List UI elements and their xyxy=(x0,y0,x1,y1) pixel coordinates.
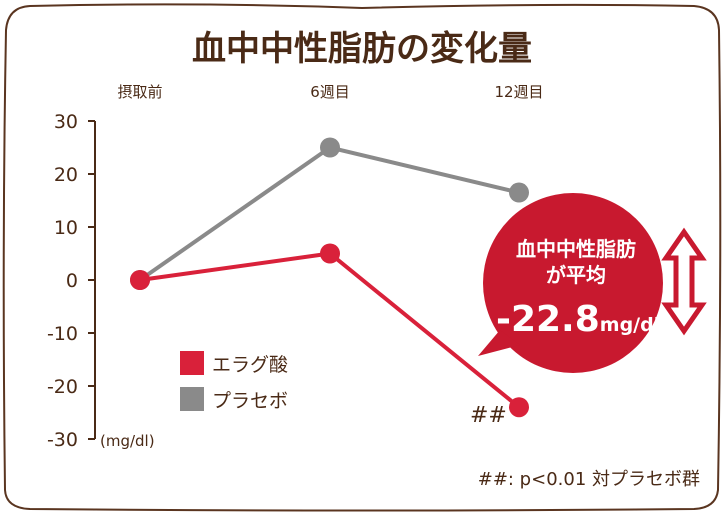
callout-bubble: 血中中性脂肪 が平均 -22.8mg/dl xyxy=(478,193,663,373)
data-point xyxy=(320,137,340,158)
bubble-unit: mg/dl xyxy=(600,314,660,336)
y-tick-label: 20 xyxy=(54,164,78,186)
y-tick-label: 30 xyxy=(54,111,78,133)
data-point xyxy=(130,270,150,290)
footnote: ##: p<0.01 対プラセボ群 xyxy=(478,469,700,490)
series-line-0 xyxy=(139,251,521,409)
data-point xyxy=(509,397,529,418)
data-point xyxy=(509,182,529,203)
frame-border xyxy=(2,3,722,512)
svg-text:-22.8mg/dl: -22.8mg/dl xyxy=(496,299,660,340)
legend-label-elagic: エラグ酸 xyxy=(212,354,288,376)
legend-swatch-elagic xyxy=(180,351,204,375)
legend-swatch-placebo xyxy=(180,387,204,411)
data-point xyxy=(320,243,340,264)
x-tick-label: 12週目 xyxy=(494,83,543,101)
y-tick-label: -30 xyxy=(47,429,78,451)
y-tick-label: 10 xyxy=(54,217,78,239)
y-tick-label: -10 xyxy=(47,323,78,345)
significance-mark: ## xyxy=(470,403,507,428)
y-unit-label: (mg/dl) xyxy=(100,432,155,450)
x-tick-label: 6週目 xyxy=(310,83,350,101)
double-arrow-icon xyxy=(661,227,707,336)
x-tick-label: 摂取前 xyxy=(117,83,162,101)
bubble-value: -22.8 xyxy=(496,299,600,340)
bubble-line1: 血中中性脂肪 xyxy=(516,237,636,261)
chart-title: 血中中性脂肪の変化量 xyxy=(192,29,532,69)
y-tick-label: -20 xyxy=(47,376,78,398)
y-tick-label: 0 xyxy=(66,270,78,292)
bubble-line2: が平均 xyxy=(546,263,606,287)
legend-label-placebo: プラセボ xyxy=(212,390,288,412)
